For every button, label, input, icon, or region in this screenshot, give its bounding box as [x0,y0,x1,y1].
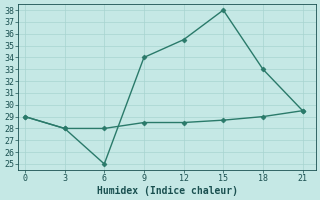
X-axis label: Humidex (Indice chaleur): Humidex (Indice chaleur) [97,186,237,196]
